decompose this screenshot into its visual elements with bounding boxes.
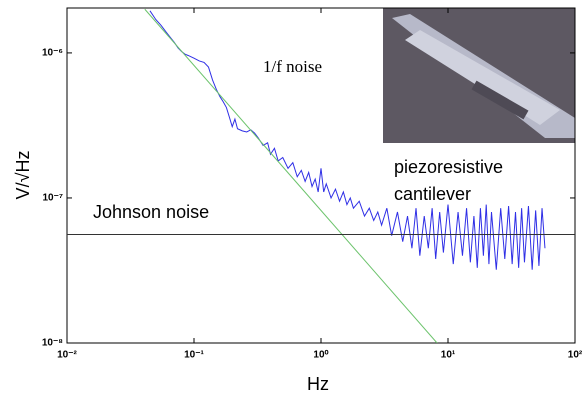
cantilever-highlight	[405, 30, 560, 125]
series-line	[144, 8, 438, 343]
x-tick-label: 10¹	[441, 350, 456, 361]
inset-photo	[383, 8, 575, 143]
x-tick-label: 10⁻¹	[184, 350, 204, 361]
annotation: 1/f noise	[263, 57, 322, 76]
x-axis-label: Hz	[307, 374, 329, 394]
cantilever-slot	[471, 80, 529, 120]
series-line	[149, 10, 546, 270]
x-tick-label: 10⁰	[313, 350, 328, 361]
x-tick-label: 10²	[568, 350, 583, 361]
annotation: Johnson noise	[93, 202, 209, 222]
annotation: piezoresistive	[394, 157, 503, 177]
x-tick-label: 10⁻²	[57, 350, 77, 361]
y-tick-label: 10⁻⁷	[42, 193, 63, 204]
y-axis-label: V/√Hz	[13, 151, 33, 200]
y-tick-label: 10⁻⁶	[42, 48, 63, 59]
annotation: cantilever	[394, 184, 471, 204]
y-tick-label: 10⁻⁸	[42, 338, 63, 349]
